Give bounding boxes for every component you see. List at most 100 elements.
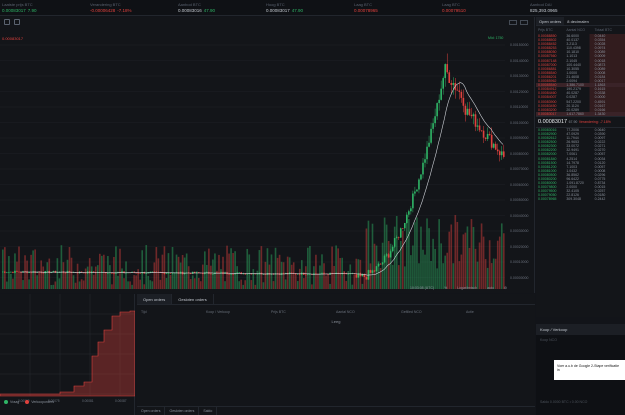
volume-bar	[351, 284, 354, 289]
row-total: 0.0440	[594, 34, 606, 38]
ask-row[interactable]: 0.00088850 36.6000 0.0440	[536, 34, 625, 39]
volume-bar	[119, 248, 121, 289]
candle-body	[238, 272, 240, 274]
row-amount: 20.0289	[566, 107, 579, 112]
bottom-tab-closed[interactable]: Gesloten orders	[165, 407, 200, 415]
bid-row[interactable]: 0.00079050 22.8126 0.0180	[536, 193, 625, 197]
ask-row[interactable]: 0.00088452 3.2113 0.0028	[536, 42, 625, 47]
row-total: 0.0180	[594, 193, 606, 198]
chart-footer-item[interactable]: %	[444, 286, 448, 290]
candle-body	[149, 271, 152, 273]
ask-row[interactable]: 0.00085962 2.0094 0.0017	[536, 79, 625, 84]
price-chart-panel[interactable]: 0.00083017 Mid: 1750 0.00150000 0.0014000…	[0, 17, 535, 299]
volume-bar	[208, 248, 210, 289]
chart-footer-item[interactable]: ⚙	[503, 286, 508, 290]
candle-body	[46, 270, 49, 272]
bid-row[interactable]: 0.00081500 14.7978 0.0120	[536, 161, 625, 165]
candle-body	[113, 273, 115, 275]
ask-row[interactable]: 0.00083200 20.0289 0.0166	[536, 107, 625, 112]
ask-row[interactable]: 0.00088502 40.0137 0.0354	[536, 38, 625, 43]
bid-row[interactable]: 0.00081200 7.1003 0.0057	[536, 165, 625, 169]
candlestick-chart[interactable]	[0, 17, 510, 293]
candle-body	[258, 272, 261, 274]
ask-row[interactable]: 0.00085540 1.386.7100 1.1863	[536, 83, 625, 88]
chart-footer-item[interactable]: 10:03:08 (UTC)	[410, 286, 435, 290]
candle-body	[410, 208, 412, 212]
row-price: 0.00087560	[538, 54, 557, 59]
ask-row[interactable]: 0.00087148 2.1045 0.0018	[536, 58, 625, 63]
mid-price-value: 0.00083017	[538, 118, 568, 125]
candle-body	[311, 274, 313, 275]
bid-row[interactable]: 0.00079800 2.0000 0.0015	[536, 185, 625, 189]
row-price: 0.00078965	[538, 197, 557, 202]
tab-closed-orders[interactable]: Gesloten orders	[172, 294, 214, 304]
ask-row[interactable]: 0.00084460 40.0287 0.0338	[536, 91, 625, 96]
ticker-label: Aanbod BTC	[178, 2, 201, 7]
ask-row[interactable]: 0.00086881 10.3055 0.0089	[536, 66, 625, 71]
tab-open-orders-main[interactable]: Open orders	[137, 294, 173, 304]
bid-row[interactable]: 0.00082200 32.9491 0.0270	[536, 148, 625, 152]
bid-row[interactable]: 0.00081000 1.0432 0.0008	[536, 169, 625, 173]
volume-bar	[307, 247, 309, 289]
bid-row[interactable]: 0.00078965 309.3048 0.2442	[536, 197, 625, 201]
col-order-price: Prijs BTC	[271, 310, 286, 314]
col-total: Totaal BTC	[594, 28, 612, 32]
volume-bar	[345, 280, 348, 289]
row-price: 0.00088452	[538, 42, 557, 47]
ask-row[interactable]: 0.00084912 190.2179 0.1615	[536, 87, 625, 92]
row-total: 0.0015	[594, 185, 606, 190]
ask-row[interactable]: 0.00087560 1.1013 0.0009	[536, 54, 625, 59]
ask-row[interactable]: 0.00083450 20.1124 0.0167	[536, 103, 625, 108]
moving-average-line	[20, 82, 504, 276]
ask-row[interactable]: 0.00083900 547.2200 0.4591	[536, 99, 625, 104]
tab-open-orders[interactable]: Open orders	[536, 17, 565, 25]
volume-bar	[442, 263, 444, 289]
bottom-tab-balance[interactable]: Saldo	[199, 407, 218, 415]
fullscreen-icon[interactable]	[4, 19, 10, 25]
bid-row[interactable]: 0.00080000 1.091.8720 0.8734	[536, 181, 625, 185]
ask-row[interactable]: 0.00088253 110.4398 0.0974	[536, 46, 625, 51]
bid-row[interactable]: 0.00082000 7.0061 0.0057	[536, 152, 625, 156]
expand-icon[interactable]	[520, 20, 528, 25]
bid-row[interactable]: 0.00082612 11.7944 0.0097	[536, 136, 625, 140]
bid-row[interactable]: 0.00079500 32.4105 0.0257	[536, 189, 625, 193]
ask-row[interactable]: 0.00083017 1.617.7860 1.3430	[536, 111, 625, 116]
two-factor-popup[interactable]: Voer a.u.b de Google 2-Stape verificatie…	[554, 360, 625, 380]
bid-row[interactable]: 0.00080200 96.6422 0.0775	[536, 177, 625, 181]
price-tick: 0.00090000	[510, 136, 529, 140]
candle-body	[436, 103, 438, 117]
ask-row[interactable]: 0.00084007 0.0287 0.0000	[536, 95, 625, 100]
volume-bar	[373, 243, 376, 289]
bid-row[interactable]: 0.00082300 33.0072 0.0271	[536, 144, 625, 148]
price-tick: 0.00150000	[510, 43, 529, 47]
row-price: 0.00083450	[538, 103, 557, 108]
bottom-tab-open[interactable]: Open orders	[137, 407, 166, 415]
settings-icon[interactable]	[14, 19, 20, 25]
ticker-item: Aanbod BTC 0.00083016 47.90	[176, 0, 264, 15]
bid-row[interactable]: 0.00082500 26.9653 0.0222	[536, 140, 625, 144]
chart-footer-item[interactable]: Logaritmisch	[457, 286, 478, 290]
volume-bar	[450, 224, 453, 289]
chart-type-icon[interactable]	[509, 20, 517, 25]
volume-bar	[440, 243, 442, 289]
volume-bar	[492, 258, 495, 289]
volume-bar	[129, 281, 131, 289]
bid-row[interactable]: 0.00080500 36.8562 0.0296	[536, 173, 625, 177]
ask-row[interactable]: 0.00086201 21.4608 0.0184	[536, 74, 625, 80]
candle-body	[379, 263, 382, 265]
chart-footer-item[interactable]: auto	[487, 286, 494, 290]
ticker-label: Hoog BTC	[266, 2, 285, 7]
ask-row[interactable]: 0.00088050 10.1810 0.0089	[536, 50, 625, 55]
row-total: 0.0008	[594, 168, 606, 173]
bid-row[interactable]: 0.00081840 4.2514 0.0034	[536, 157, 625, 161]
ask-row[interactable]: 0.00087000 100.4440 0.0873	[536, 62, 625, 67]
decimals-select[interactable]: 8 decimalen	[567, 19, 589, 24]
bid-row[interactable]: 0.00083016 77.2006 0.0640	[536, 128, 625, 132]
row-amount: 14.7978	[566, 160, 579, 165]
candle-body	[163, 272, 166, 274]
volume-bar	[294, 273, 297, 289]
bid-row[interactable]: 0.00082900 47.0929 0.0390	[536, 132, 625, 136]
row-amount: 11.7944	[566, 136, 579, 141]
price-tick: 0.00130000	[510, 74, 529, 78]
ask-row[interactable]: 0.00086540 1.0000 0.0008	[536, 70, 625, 75]
